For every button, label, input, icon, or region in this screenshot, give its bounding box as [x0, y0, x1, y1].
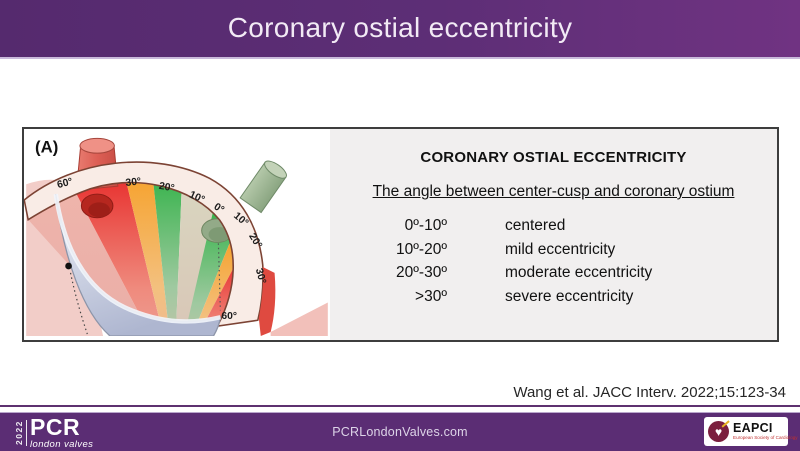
angle-range: >30º [415, 287, 447, 305]
page-title: Coronary ostial eccentricity [227, 11, 573, 43]
eccentricity-table: 0º-10º centered 10º-20º mild eccentricit… [330, 214, 777, 308]
arc-label-0: 0° [212, 201, 226, 216]
angle-description: mild eccentricity [505, 240, 616, 258]
wedge-orange-30-right [192, 239, 238, 336]
eapci-logo: ♥ EAPCI European Society of Cardiology [704, 417, 798, 446]
table-row: 10º-20º mild eccentricity [330, 238, 777, 262]
cusp-edge-highlight [53, 193, 221, 324]
eapci-name: EAPCI [733, 420, 773, 435]
dotted-line-center-cusp [69, 272, 88, 335]
wedge-green-10 [152, 173, 182, 336]
arc-label-30-right: 30° [253, 267, 268, 285]
angle-range: 0º-10º [404, 217, 447, 234]
outer-wall-pink-corner [270, 302, 328, 336]
logo-brand: PCR [30, 414, 81, 440]
angle-range: 20º-30º [396, 264, 447, 281]
angle-description: moderate eccentricity [505, 264, 653, 281]
eccentricity-info-panel: CORONARY OSTIAL ECCENTRICITY The angle b… [330, 129, 777, 340]
wedge-center-pale [175, 181, 220, 336]
info-heading: CORONARY OSTIAL ECCENTRICITY [420, 149, 687, 166]
table-row: >30º severe eccentricity [330, 285, 777, 309]
pcr-london-valves-logo: 2022 PCR london valves [14, 416, 93, 450]
wedge-orange-30 [124, 173, 170, 336]
slide-header: Coronary ostial eccentricity [0, 0, 800, 59]
slide-footer: 2022 PCR london valves PCRLondonValves.c… [0, 412, 800, 451]
arc-label-30-left: 30° [125, 176, 142, 189]
logo-brand-sub: london valves [30, 439, 94, 450]
arc-label-60-bottom: 60° [221, 311, 237, 322]
outer-wall-red-corner [258, 267, 276, 336]
figure-panel-label: (A) [35, 138, 58, 157]
arc-label-20-left: 20° [158, 181, 175, 195]
aortic-rim-band [24, 161, 264, 328]
arc-label-60-left: 60° [56, 177, 74, 191]
info-subheading: The angle between center-cusp and corona… [372, 183, 735, 200]
red-ostium-shadow [88, 202, 110, 218]
wedge-red-60-right [197, 261, 242, 336]
aortic-root-diagram: 60° 30° 20° 10° 0° 10° 20° 30° 60° (A) [24, 129, 328, 336]
logo-year: 2022 [14, 420, 24, 446]
eapci-tagline: European Society of Cardiology [733, 435, 798, 441]
table-row: 20º-30º moderate eccentricity [330, 261, 777, 285]
angle-range: 10º-20º [396, 240, 447, 258]
aortic-root-diagram-panel: 60° 30° 20° 10° 0° 10° 20° 30° 60° (A) [24, 129, 330, 340]
citation: Wang et al. JACC Interv. 2022;15:123-34 [513, 384, 786, 401]
logo-divider [26, 419, 27, 446]
figure-box: 60° 30° 20° 10° 0° 10° 20° 30° 60° (A) C… [22, 127, 779, 342]
angle-description: severe eccentricity [505, 287, 634, 305]
eapci-heart-icon: ♥ [708, 420, 730, 442]
table-row: 0º-10º centered [330, 214, 777, 238]
center-cusp-dot [65, 262, 72, 270]
green-coronary-stub [239, 160, 287, 214]
angle-description: centered [505, 217, 566, 234]
footer-website: PCRLondonValves.com [332, 425, 468, 439]
logo-text: PCR london valves [30, 416, 93, 450]
wedge-pink [28, 192, 151, 336]
footer-divider [0, 405, 800, 407]
green-ostium-shadow [208, 227, 231, 242]
